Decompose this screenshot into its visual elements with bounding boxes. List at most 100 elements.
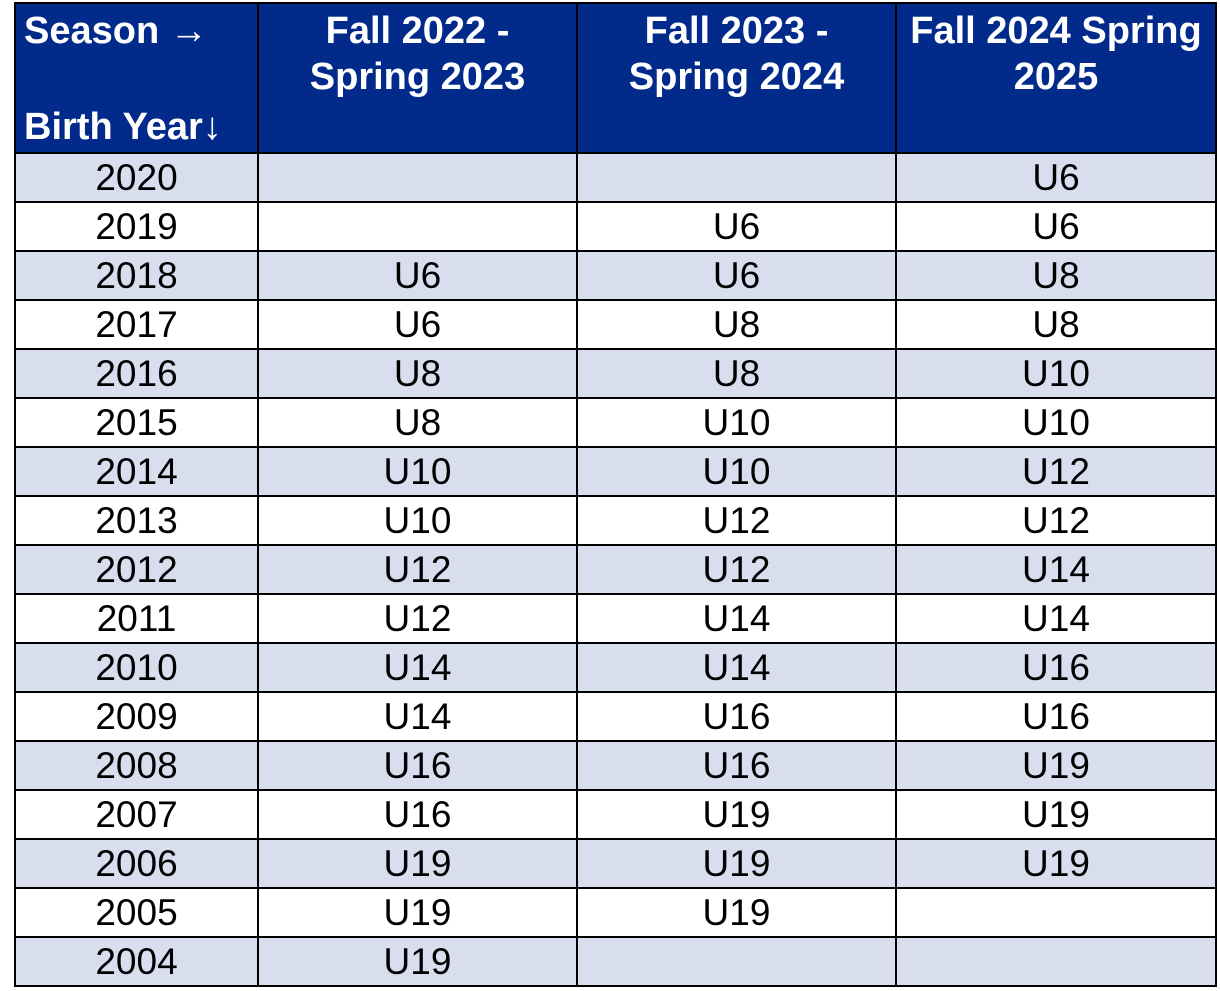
table-row: 2007 U16 U19 U19	[14, 789, 1217, 840]
birth-year-cell: 2013	[14, 495, 259, 546]
age-group-cell-season-1: U8	[257, 348, 578, 399]
birth-year-cell: 2007	[14, 789, 259, 840]
age-group-cell-season-3	[895, 936, 1217, 987]
age-group-cell-season-3: U14	[895, 544, 1217, 595]
season-header-3: Fall 2024 Spring 2025	[895, 2, 1217, 154]
age-group-cell-season-1: U16	[257, 740, 578, 791]
age-group-cell-season-3: U10	[895, 397, 1217, 448]
birth-year-cell: 2018	[14, 250, 259, 301]
age-group-cell-season-1: U14	[257, 642, 578, 693]
header-row: Season → Birth Year↓ Fall 2022 - Spring …	[14, 2, 1217, 154]
birth-year-cell: 2020	[14, 152, 259, 203]
season-header-1: Fall 2022 - Spring 2023	[257, 2, 578, 154]
age-group-cell-season-2: U19	[576, 887, 897, 938]
age-group-cell-season-2: U16	[576, 740, 897, 791]
age-group-cell-season-1: U8	[257, 397, 578, 448]
birth-year-cell: 2014	[14, 446, 259, 497]
table-row: 2015 U8 U10 U10	[14, 397, 1217, 448]
table-row: 2018 U6 U6 U8	[14, 250, 1217, 301]
age-group-cell-season-3: U19	[895, 740, 1217, 791]
age-group-cell-season-2: U6	[576, 250, 897, 301]
age-group-cell-season-3: U8	[895, 299, 1217, 350]
table-row: 2006 U19 U19 U19	[14, 838, 1217, 889]
age-group-cell-season-2: U19	[576, 789, 897, 840]
age-group-cell-season-2: U14	[576, 593, 897, 644]
table-row: 2008 U16 U16 U19	[14, 740, 1217, 791]
table-body: 2020 U6 2019 U6 U6 2018 U6 U6 U8 2017 U6 U8 U8 2016 U8…	[14, 152, 1217, 987]
table-row: 2011 U12 U14 U14	[14, 593, 1217, 644]
age-group-cell-season-1: U10	[257, 495, 578, 546]
birth-year-cell: 2019	[14, 201, 259, 252]
season-header-1-line1: Fall 2022 -	[325, 10, 510, 52]
birth-year-cell: 2006	[14, 838, 259, 889]
age-group-cell-season-2: U6	[576, 201, 897, 252]
age-group-cell-season-1	[257, 201, 578, 252]
age-group-cell-season-2: U10	[576, 446, 897, 497]
table-row: 2017 U6 U8 U8	[14, 299, 1217, 350]
table-row: 2009 U14 U16 U16	[14, 691, 1217, 742]
table-row: 2005 U19 U19	[14, 887, 1217, 938]
table-row: 2014 U10 U10 U12	[14, 446, 1217, 497]
age-group-cell-season-1: U6	[257, 250, 578, 301]
age-group-cell-season-3: U8	[895, 250, 1217, 301]
age-group-cell-season-1: U12	[257, 544, 578, 595]
age-group-cell-season-2: U16	[576, 691, 897, 742]
birth-year-cell: 2009	[14, 691, 259, 742]
birth-year-cell: 2010	[14, 642, 259, 693]
age-group-cell-season-2	[576, 152, 897, 203]
birth-year-cell: 2011	[14, 593, 259, 644]
age-group-cell-season-3: U19	[895, 838, 1217, 889]
table-row: 2012 U12 U12 U14	[14, 544, 1217, 595]
age-group-table-container: Season → Birth Year↓ Fall 2022 - Spring …	[14, 2, 1217, 987]
table-row: 2010 U14 U14 U16	[14, 642, 1217, 693]
table-row: 2016 U8 U8 U10	[14, 348, 1217, 399]
age-group-cell-season-2: U12	[576, 544, 897, 595]
age-group-cell-season-3: U12	[895, 495, 1217, 546]
age-group-cell-season-1: U10	[257, 446, 578, 497]
age-group-cell-season-2: U8	[576, 348, 897, 399]
age-group-cell-season-1: U19	[257, 887, 578, 938]
season-header-1-line2: Spring 2023	[309, 56, 526, 98]
age-group-cell-season-3: U14	[895, 593, 1217, 644]
age-group-cell-season-3: U16	[895, 642, 1217, 693]
table-row: 2013 U10 U12 U12	[14, 495, 1217, 546]
table-row: 2004 U19	[14, 936, 1217, 987]
birth-year-cell: 2008	[14, 740, 259, 791]
age-group-cell-season-2: U10	[576, 397, 897, 448]
age-group-cell-season-3: U6	[895, 201, 1217, 252]
birth-year-cell: 2012	[14, 544, 259, 595]
season-header-2-line2: Spring 2024	[628, 56, 845, 98]
age-group-cell-season-2: U14	[576, 642, 897, 693]
age-group-cell-season-2	[576, 936, 897, 987]
season-header-3-line2: 2025	[1013, 56, 1099, 98]
table-row: 2019 U6 U6	[14, 201, 1217, 252]
birth-year-cell: 2005	[14, 887, 259, 938]
age-group-cell-season-1: U19	[257, 838, 578, 889]
age-group-cell-season-1	[257, 152, 578, 203]
age-group-cell-season-3: U10	[895, 348, 1217, 399]
age-group-cell-season-1: U16	[257, 789, 578, 840]
age-group-cell-season-1: U6	[257, 299, 578, 350]
season-axis-label: Season →	[24, 10, 208, 52]
age-group-cell-season-3: U19	[895, 789, 1217, 840]
corner-header-cell: Season → Birth Year↓	[14, 2, 259, 154]
age-group-cell-season-1: U12	[257, 593, 578, 644]
age-group-cell-season-3	[895, 887, 1217, 938]
birth-year-axis-label: Birth Year↓	[24, 106, 222, 148]
season-header-2-line1: Fall 2023 -	[644, 10, 829, 52]
season-header-3-line1: Fall 2024 Spring	[910, 10, 1202, 52]
age-group-cell-season-1: U19	[257, 936, 578, 987]
table-row: 2020 U6	[14, 152, 1217, 203]
birth-year-cell: 2015	[14, 397, 259, 448]
birth-year-cell: 2004	[14, 936, 259, 987]
age-group-cell-season-3: U16	[895, 691, 1217, 742]
age-group-cell-season-3: U12	[895, 446, 1217, 497]
age-group-cell-season-2: U19	[576, 838, 897, 889]
birth-year-cell: 2016	[14, 348, 259, 399]
table-header: Season → Birth Year↓ Fall 2022 - Spring …	[14, 2, 1217, 154]
age-group-cell-season-2: U12	[576, 495, 897, 546]
age-group-cell-season-3: U6	[895, 152, 1217, 203]
age-group-cell-season-2: U8	[576, 299, 897, 350]
birth-year-cell: 2017	[14, 299, 259, 350]
age-group-table: Season → Birth Year↓ Fall 2022 - Spring …	[14, 2, 1217, 987]
